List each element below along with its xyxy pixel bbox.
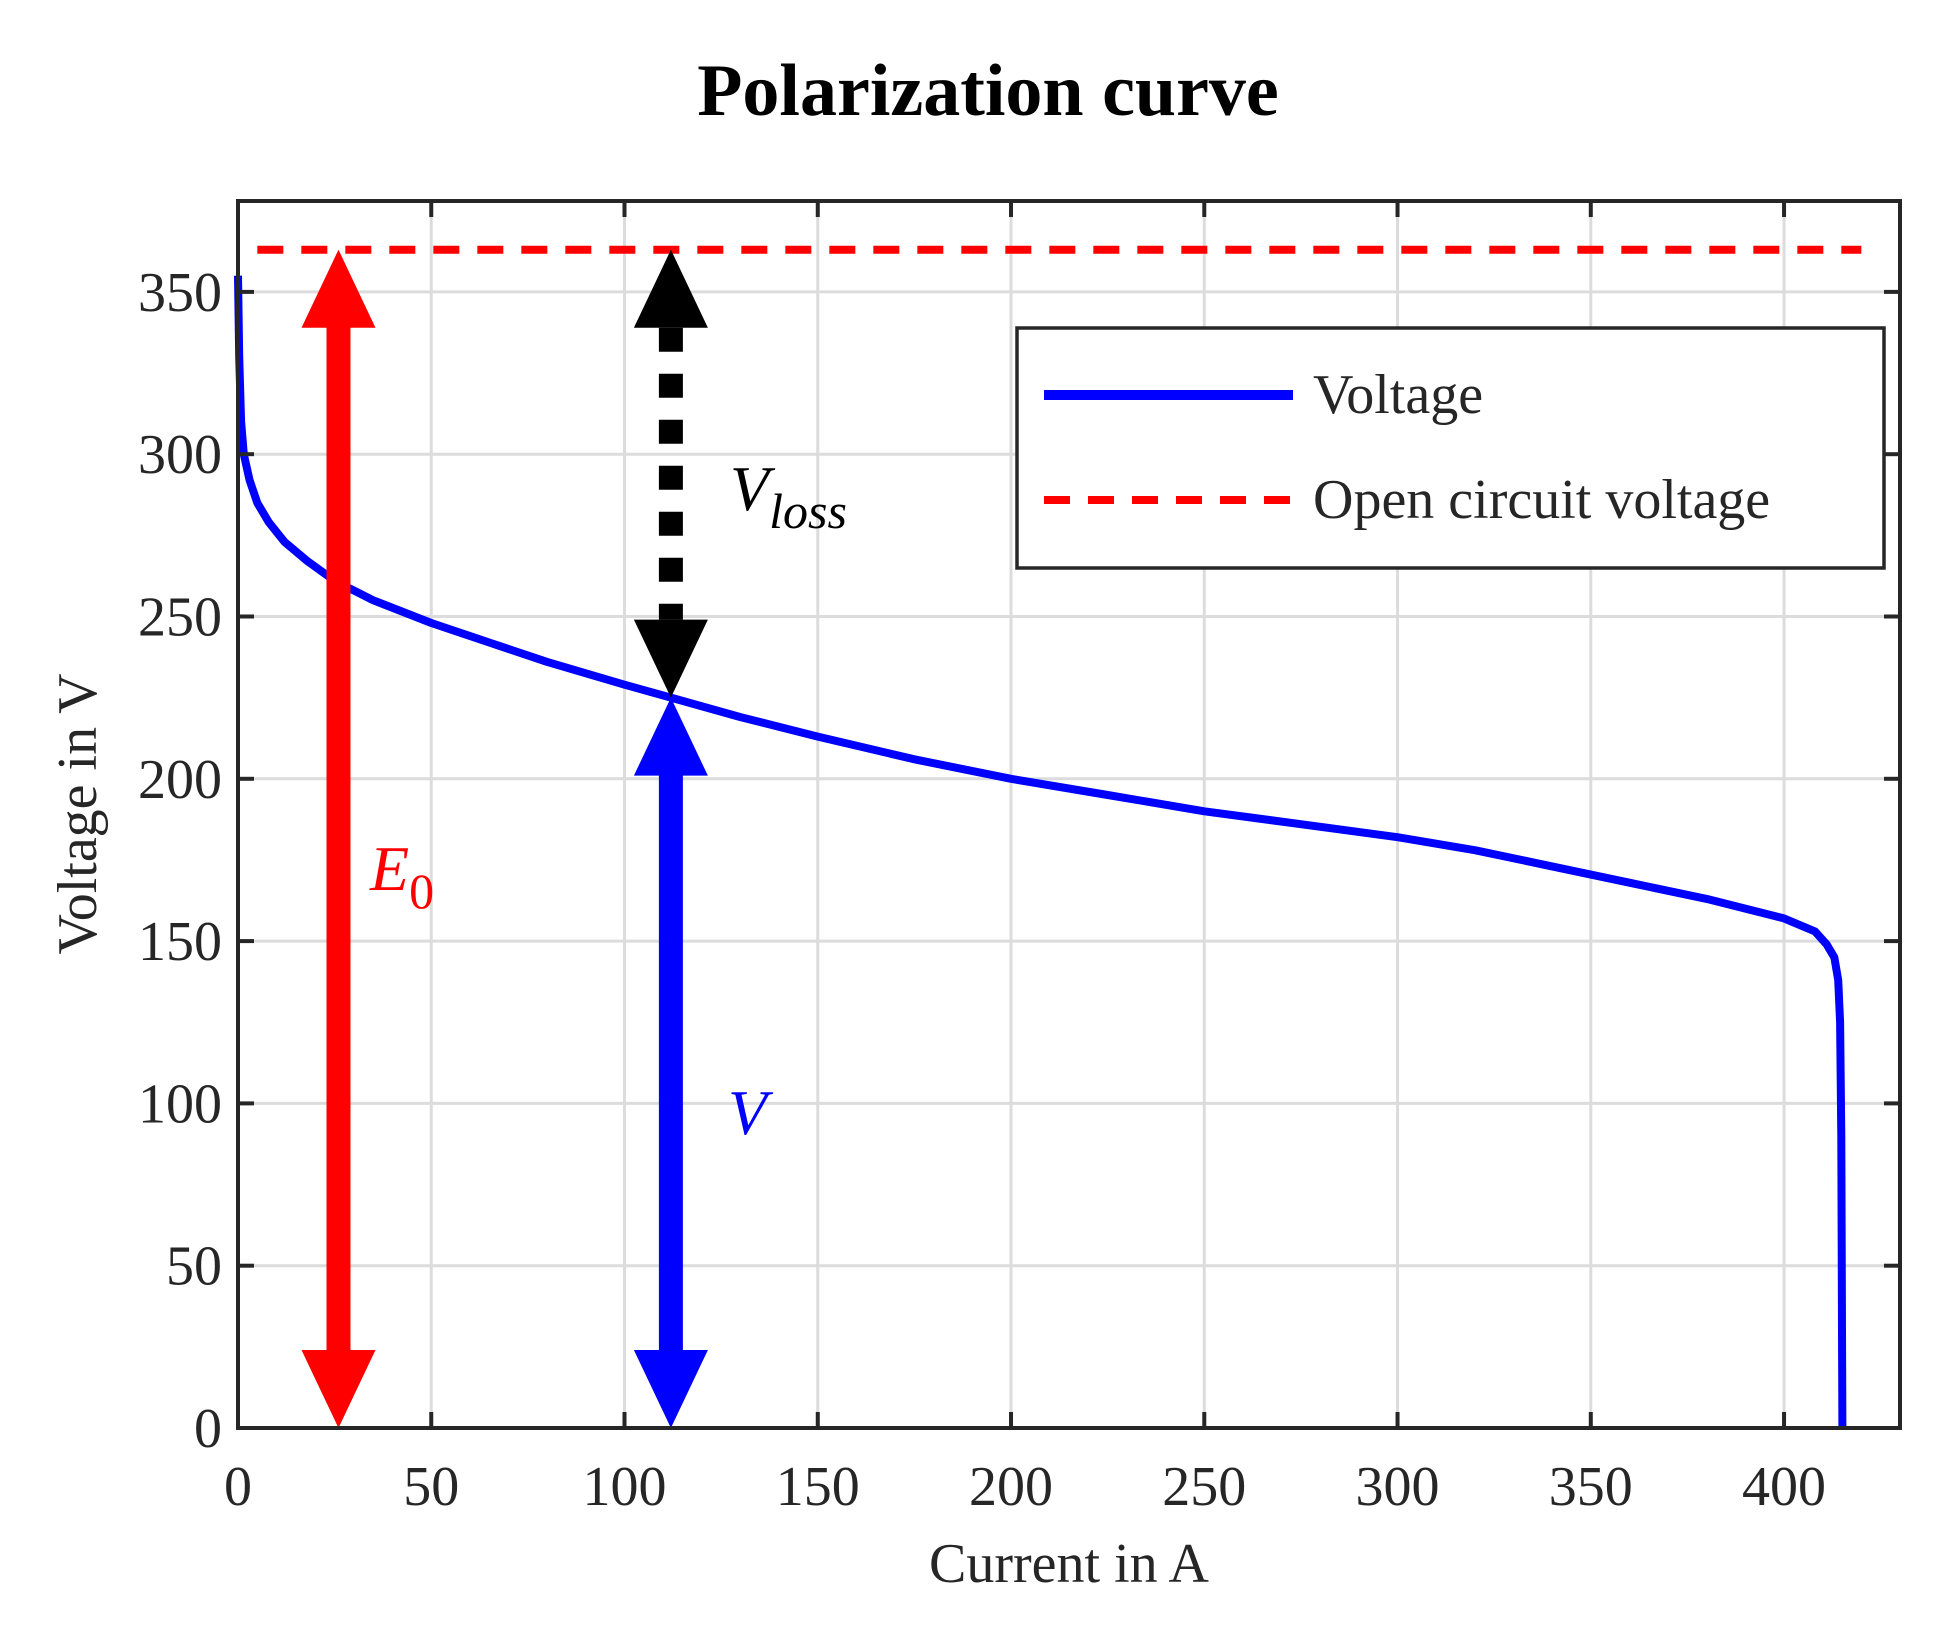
v-arrow-head-down <box>633 1350 708 1428</box>
legend: Voltage Open circuit voltage <box>1015 326 1886 570</box>
y-tick-labels: 0 50 100 150 200 250 300 350 <box>138 262 222 1460</box>
x-tick-labels: 0 50 100 150 200 250 300 350 400 <box>224 1456 1826 1518</box>
curve-layer <box>234 275 1847 1429</box>
x-tick-label: 100 <box>583 1456 667 1518</box>
annotation-layer: E0 V Vloss <box>301 249 847 1428</box>
y-tick-label: 350 <box>138 262 222 324</box>
e0-arrow-head-down <box>301 1350 376 1428</box>
y-tick-label: 250 <box>138 586 222 648</box>
legend-voltage-label: Voltage <box>1313 364 1483 426</box>
x-tick-label: 200 <box>969 1456 1053 1518</box>
x-tick-label: 350 <box>1549 1456 1633 1518</box>
x-tick-label: 250 <box>1162 1456 1246 1518</box>
x-tick-label: 0 <box>224 1456 252 1518</box>
vloss-arrow-head-up <box>633 249 708 328</box>
x-tick-label: 50 <box>403 1456 459 1518</box>
v-arrow-head-up <box>633 697 708 776</box>
y-axis-label: Voltage in V <box>47 673 109 954</box>
vloss-arrow-head-down <box>633 619 708 698</box>
y-tick-label: 200 <box>138 749 222 811</box>
x-tick-label: 300 <box>1356 1456 1440 1518</box>
voltage-curve <box>234 275 1847 1429</box>
y-tick-label: 150 <box>138 911 222 973</box>
y-tick-label: 300 <box>138 424 222 486</box>
y-tick-label: 100 <box>138 1073 222 1135</box>
x-axis-label: Current in A <box>929 1533 1210 1595</box>
chart-title: Polarization curve <box>697 50 1279 132</box>
e0-arrow-head-up <box>301 249 376 328</box>
legend-box <box>1015 326 1886 570</box>
v-label: V <box>728 1077 774 1148</box>
x-tick-label: 150 <box>776 1456 860 1518</box>
y-tick-label: 0 <box>194 1398 222 1460</box>
legend-ocv-label: Open circuit voltage <box>1313 469 1770 531</box>
x-tick-label: 400 <box>1742 1456 1826 1518</box>
plot-area-border <box>236 199 1902 1430</box>
y-tick-label: 50 <box>166 1236 222 1298</box>
vloss-label: Vloss <box>730 453 847 539</box>
e0-label: E0 <box>369 833 434 919</box>
axis-ticks <box>236 201 1900 1430</box>
